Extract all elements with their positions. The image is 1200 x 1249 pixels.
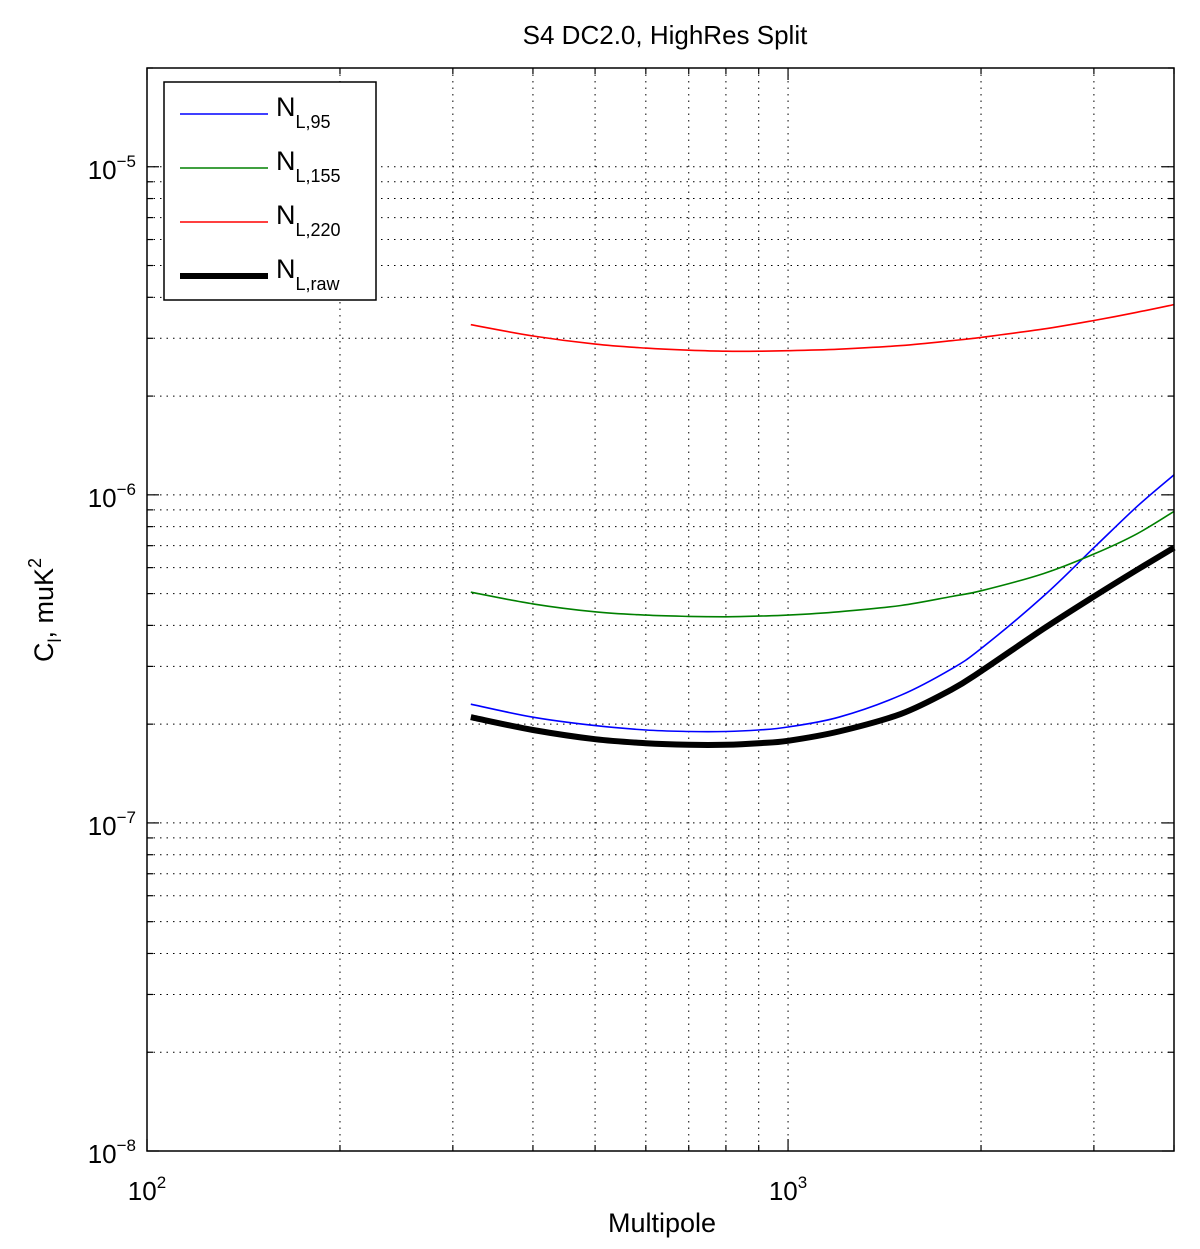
y-tick-label: 10−5 [88, 152, 136, 185]
y-label-sub: l [45, 639, 65, 643]
legend-label: NL,95 [276, 92, 331, 132]
series-line-l-155 [470, 510, 1175, 618]
y-tick-label: 10−6 [88, 480, 136, 513]
legend-label: NL,155 [276, 146, 341, 186]
legend-label: NL,raw [276, 254, 341, 294]
y-axis-label: Cl, muK2 [25, 558, 65, 662]
series-line-l-raw [470, 545, 1176, 749]
svg-text:Cl, muK2: Cl, muK2 [25, 558, 65, 662]
series-lines [470, 303, 1176, 749]
y-tick-label: 10−7 [88, 808, 136, 841]
x-axis-label: Multipole [608, 1208, 716, 1238]
y-label-suffix: , muK [29, 568, 59, 639]
grid [147, 68, 1174, 1151]
tick-labels: 102 103 10−8 10−7 10−6 10−5 [88, 152, 808, 1206]
series-line-l-95 [470, 474, 1175, 733]
y-label-sup: 2 [25, 558, 45, 568]
chart-title: S4 DC2.0, HighRes Split [523, 20, 808, 50]
legend-label: NL,220 [276, 200, 341, 240]
x-tick-label: 102 [128, 1173, 166, 1206]
x-tick-label: 103 [769, 1173, 807, 1206]
y-tick-label: 10−8 [88, 1136, 136, 1169]
legend: NL,95 NL,155 NL,220 NL,raw [163, 81, 377, 301]
legend-box [163, 81, 377, 301]
series-line-l-220 [470, 303, 1175, 353]
ticks [146, 67, 1175, 1152]
plot-area [146, 67, 1175, 1152]
y-label-base: C [29, 643, 59, 663]
